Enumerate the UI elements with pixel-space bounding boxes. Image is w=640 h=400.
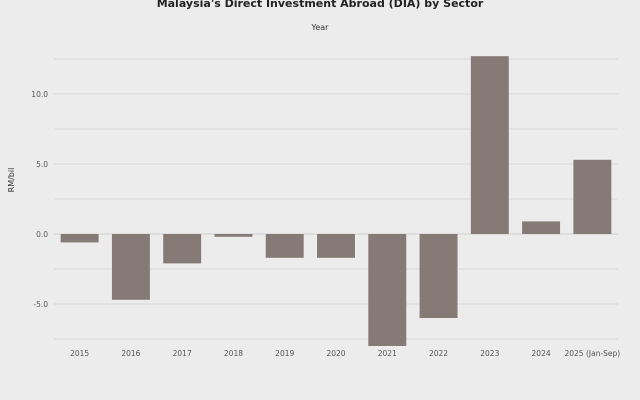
x-tick-label: 2019 xyxy=(275,349,294,358)
bar-2019[interactable] xyxy=(265,234,304,258)
bar-2018[interactable] xyxy=(214,234,253,237)
chart-title: Malaysia's Direct Investment Abroad (DIA… xyxy=(157,0,484,10)
bar-2024[interactable] xyxy=(522,221,561,234)
y-tick-label: -5.0 xyxy=(33,300,48,309)
bar-2023[interactable] xyxy=(470,56,509,235)
y-axis-label: RM/bil xyxy=(7,168,16,193)
x-tick-label: 2015 xyxy=(70,349,89,358)
y-tick-label: 0.0 xyxy=(36,230,48,239)
x-tick-label: 2017 xyxy=(173,349,192,358)
bar-2021[interactable] xyxy=(368,234,407,346)
y-tick-label: 5.0 xyxy=(36,160,48,169)
x-tick-layer: 2015 2016 2017 2018 2019 2020 2021 2022 2023 2024… xyxy=(70,349,620,358)
x-tick-label: 2020 xyxy=(326,349,345,358)
bar-2015[interactable] xyxy=(60,234,99,243)
bar-2025[interactable] xyxy=(573,159,612,234)
y-tick-label: 10.0 xyxy=(31,90,48,99)
x-tick-label: 2018 xyxy=(224,349,243,358)
x-tick-label: 2024 xyxy=(532,349,551,358)
bar-2017[interactable] xyxy=(163,234,202,264)
x-tick-label: 2016 xyxy=(121,349,140,358)
bar-2022[interactable] xyxy=(419,234,458,318)
x-tick-label: 2021 xyxy=(378,349,397,358)
x-tick-label: 2025 (Jan-Sep) xyxy=(564,349,620,358)
bar-layer xyxy=(60,56,612,346)
y-tick-layer: -5.0 0.0 5.0 10.0 xyxy=(31,90,48,309)
x-tick-label: 2023 xyxy=(480,349,499,358)
bar-2016[interactable] xyxy=(111,234,150,300)
x-tick-label: 2022 xyxy=(429,349,448,358)
bar-2020[interactable] xyxy=(317,234,355,258)
legend-title: Year xyxy=(311,23,330,32)
